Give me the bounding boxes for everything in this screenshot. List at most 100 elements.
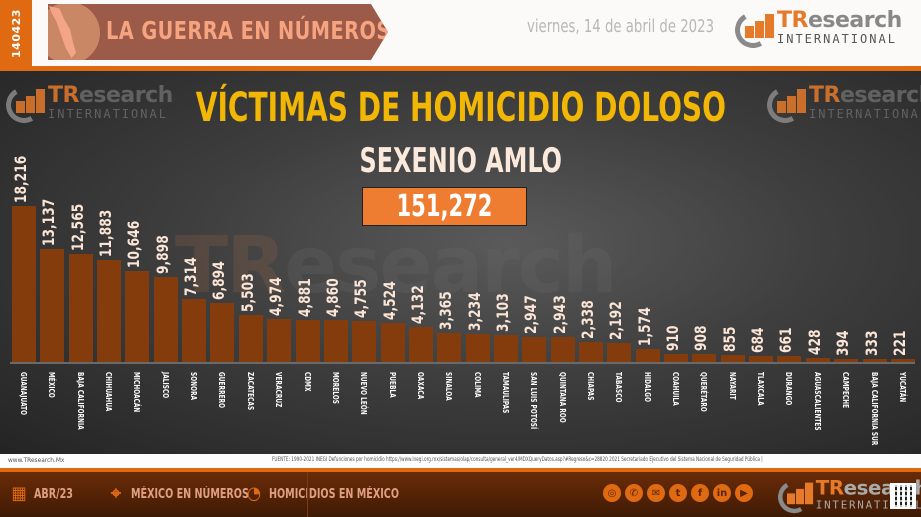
watermark: TResearch bbox=[175, 221, 617, 311]
bar-value-label: 428 bbox=[805, 329, 824, 355]
category-label: JALISCO bbox=[161, 372, 170, 399]
bar bbox=[636, 349, 660, 362]
category-label: BAJA CALIFORNIA bbox=[76, 372, 85, 430]
bar-value-label: 4,974 bbox=[266, 277, 285, 316]
bar-value-label: 7,314 bbox=[181, 257, 200, 296]
mail-icon[interactable]: ✉ bbox=[647, 484, 665, 502]
category-label: CHIAPAS bbox=[586, 372, 595, 401]
bar bbox=[381, 323, 405, 362]
bar-value-label: 4,860 bbox=[323, 278, 342, 317]
map-pin-icon: ⌖ bbox=[110, 483, 122, 504]
qr-code[interactable] bbox=[890, 483, 916, 509]
bar-value-label: 2,943 bbox=[550, 295, 569, 334]
bar bbox=[551, 337, 575, 362]
globe-icon[interactable]: ◎ bbox=[603, 484, 621, 502]
bar bbox=[239, 315, 263, 362]
bar bbox=[352, 321, 376, 362]
category-label: SONORA bbox=[189, 372, 198, 401]
bar bbox=[69, 254, 93, 362]
bar bbox=[721, 355, 745, 362]
category-label: MORELOS bbox=[331, 372, 340, 405]
footer-item-date[interactable]: ▦ ABR/23 bbox=[8, 484, 82, 504]
bar bbox=[522, 337, 546, 362]
bar-value-label: 684 bbox=[748, 327, 767, 353]
category-label: CAMPECHE bbox=[841, 372, 850, 409]
date-code: 140423 bbox=[9, 8, 23, 58]
mexico-map-icon bbox=[48, 4, 100, 60]
bar-value-label: 1,574 bbox=[635, 307, 654, 346]
bar-value-label: 11,883 bbox=[96, 209, 115, 257]
category-label: GUERRERO bbox=[217, 372, 226, 409]
bar-value-label: 4,881 bbox=[295, 278, 314, 317]
tresearch-logo[interactable]: TResearch INTERNATIONAL bbox=[730, 7, 902, 52]
bar-value-label: 2,947 bbox=[521, 295, 540, 334]
bar-value-label: 9,898 bbox=[153, 235, 172, 274]
bar bbox=[40, 249, 64, 362]
bar bbox=[466, 334, 490, 362]
date-text: viernes, 14 de abril de 2023 bbox=[527, 16, 715, 37]
bar-value-label: 855 bbox=[720, 326, 739, 352]
bar bbox=[777, 356, 801, 362]
tresearch-logo-icon bbox=[1, 82, 47, 127]
category-label: HIDALGO bbox=[643, 372, 652, 403]
bar-value-label: 4,524 bbox=[380, 281, 399, 320]
youtube-icon[interactable]: ▶ bbox=[735, 484, 753, 502]
bar-value-label: 661 bbox=[776, 327, 795, 353]
bar bbox=[409, 327, 433, 362]
bar-value-label: 4,132 bbox=[408, 285, 427, 324]
bar bbox=[437, 333, 461, 362]
website-link[interactable]: www.TResearch.Mx bbox=[8, 456, 65, 464]
bar bbox=[267, 319, 291, 362]
bar-value-label: 3,365 bbox=[436, 291, 455, 330]
category-label: YUCATÁN bbox=[898, 372, 907, 403]
social-links: ◎ ✆ ✉ t f in ▶ bbox=[603, 484, 753, 502]
category-label: VERACRUZ bbox=[274, 372, 283, 408]
bar-value-label: 13,137 bbox=[39, 198, 58, 246]
category-label: QUINTANA ROO bbox=[558, 372, 567, 423]
bar-value-label: 12,565 bbox=[68, 203, 87, 251]
category-label: SAN LUIS POTOSÍ bbox=[529, 372, 538, 430]
bar-value-label: 908 bbox=[691, 325, 710, 351]
category-label: COAHUILA bbox=[671, 372, 680, 406]
category-label: GUANAJUATO bbox=[19, 372, 28, 416]
bar-value-label: 18,216 bbox=[11, 155, 30, 203]
footer-item-mexico-en-numeros[interactable]: ⌖ MÉXICO EN NÚMEROS bbox=[105, 484, 275, 504]
category-label: PUEBLA bbox=[388, 372, 397, 398]
bar bbox=[834, 359, 858, 362]
tresearch-logo-icon bbox=[730, 7, 776, 52]
bar bbox=[692, 354, 716, 362]
category-label: AGUASCALIENTES bbox=[813, 372, 822, 431]
bar bbox=[125, 271, 149, 362]
category-label: MICHOACÁN bbox=[132, 372, 141, 413]
bar bbox=[324, 320, 348, 362]
bar bbox=[210, 303, 234, 362]
bar-chart: 18,216 GUANAJUATO 13,137 MÉXICO 12,565 BAJA C… bbox=[0, 71, 921, 454]
linkedin-icon[interactable]: in bbox=[713, 484, 731, 502]
whatsapp-icon[interactable]: ✆ bbox=[625, 484, 643, 502]
source-strip: www.TResearch.Mx FUENTE: 1990-2021 INEGI… bbox=[0, 454, 921, 468]
bar bbox=[97, 260, 121, 362]
bar-value-label: 221 bbox=[890, 330, 909, 356]
bar bbox=[863, 359, 887, 362]
bar-value-label: 4,755 bbox=[351, 279, 370, 318]
category-label: CDMX bbox=[303, 372, 312, 392]
footer-item-homicidios[interactable]: ◔ HOMICIDIOS EN MÉXICO bbox=[243, 484, 428, 504]
category-label: TAMAULIPAS bbox=[501, 372, 510, 414]
chat-chart-icon: ◔ bbox=[246, 483, 262, 504]
category-label: SINALOA bbox=[444, 372, 453, 401]
twitter-icon[interactable]: t bbox=[669, 484, 687, 502]
tresearch-logo-icon bbox=[774, 476, 815, 517]
bar-value-label: 394 bbox=[833, 330, 852, 356]
bar bbox=[607, 343, 631, 362]
category-label: TABASCO bbox=[614, 372, 623, 403]
bar bbox=[579, 342, 603, 362]
header: 140423 LA GUERRA EN NÚMEROS viernes, 14 … bbox=[0, 0, 921, 66]
tresearch-logo-left: TResearch INTERNATIONAL bbox=[1, 82, 173, 127]
facebook-icon[interactable]: f bbox=[691, 484, 709, 502]
category-label: CHIHUAHUA bbox=[104, 372, 113, 412]
category-label: MÉXICO bbox=[47, 372, 56, 398]
bar-value-label: 5,503 bbox=[238, 273, 257, 312]
total-badge: 151,272 bbox=[362, 187, 527, 226]
source-note: FUENTE: 1990-2021 INEGI Defunciones por … bbox=[272, 456, 763, 463]
bar bbox=[296, 320, 320, 362]
